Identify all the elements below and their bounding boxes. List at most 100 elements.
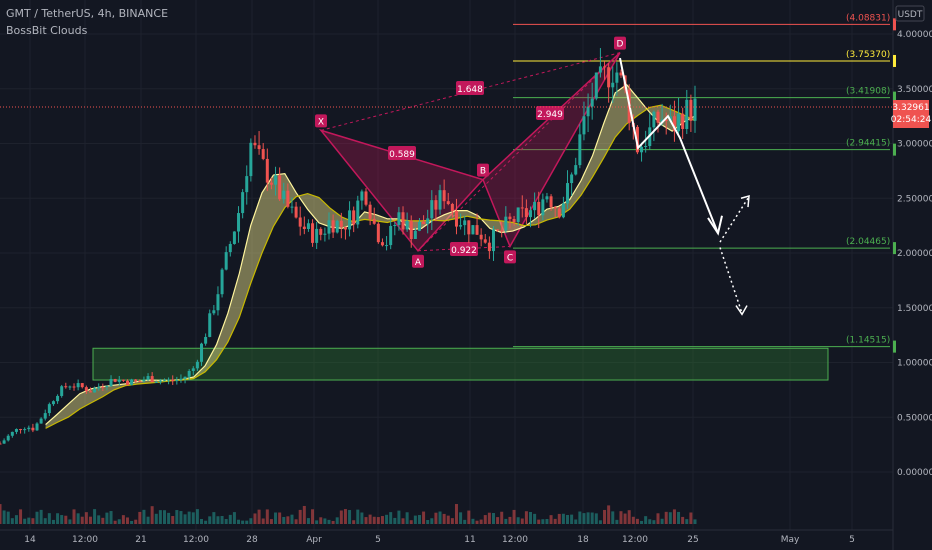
projection-arrowhead-down — [735, 305, 748, 316]
ratio-badge — [536, 106, 564, 120]
candle-body — [422, 221, 426, 224]
candle-body — [533, 201, 537, 211]
candle-body — [368, 204, 372, 219]
candle-body — [101, 386, 105, 388]
candle-body — [27, 427, 31, 430]
volume-bar — [109, 511, 113, 524]
price-tick-label: 0.00000 — [897, 468, 932, 478]
time-axis[interactable]: 14 12:00 21 12:00 28 Apr 5 11 12:00 18 12:00 25 May 5 — [24, 535, 855, 545]
price-tick-label: 2.50000 — [897, 194, 932, 204]
volume-bar — [652, 520, 656, 524]
candle-body — [380, 242, 384, 246]
time-tick-label: Apr — [306, 535, 322, 545]
ratio-label: 0.922 — [451, 246, 477, 256]
volume-bar — [467, 510, 471, 524]
volume-bar — [265, 509, 269, 524]
candle-body — [570, 174, 574, 184]
candle-body — [31, 427, 35, 431]
symbol-title[interactable]: GMT / TetherUS, 4h, BINANCE — [6, 7, 169, 20]
candle-body — [483, 239, 487, 243]
candles — [0, 48, 697, 445]
volume-bar — [594, 513, 598, 524]
candle-body — [158, 380, 162, 382]
candle-body — [446, 201, 450, 204]
volume-bar — [237, 519, 241, 524]
candle-body — [524, 208, 528, 218]
candle-body — [10, 431, 14, 436]
volume-bar — [158, 510, 162, 524]
candle-body — [97, 386, 101, 389]
volume-bar — [212, 512, 216, 524]
candle-body — [450, 203, 454, 211]
candle-body — [352, 210, 356, 225]
volume-bar — [463, 519, 467, 524]
candle-body — [241, 192, 245, 214]
volume-bar — [582, 513, 586, 524]
candle-body — [228, 243, 232, 253]
candle-body — [442, 190, 446, 202]
volume-bar — [348, 510, 352, 524]
candle-body — [39, 418, 43, 424]
volume-bar — [47, 513, 51, 524]
volume-bar — [208, 516, 212, 524]
volume-bar — [393, 517, 397, 524]
candle-body — [125, 380, 129, 385]
candle-body — [183, 376, 187, 379]
fib-axis-marker — [893, 143, 896, 156]
indicator-name[interactable]: BossBit Clouds — [6, 24, 88, 37]
candle-body — [216, 294, 220, 311]
projection-dotted-down — [719, 247, 743, 314]
candle-body — [512, 218, 516, 222]
time-tick-label: 28 — [246, 535, 258, 545]
candle-body — [348, 210, 352, 230]
currency-badge[interactable]: USDT — [895, 5, 925, 22]
candle-body — [467, 220, 471, 235]
volume-bar — [10, 518, 14, 524]
time-tick-label: 11 — [464, 535, 475, 545]
volume-bar — [541, 519, 545, 524]
candle-body — [274, 175, 278, 185]
candle-body — [393, 224, 397, 226]
volume-bar — [672, 509, 676, 524]
volume-bar — [627, 510, 631, 524]
candle-body — [195, 361, 199, 369]
candle-body — [134, 379, 138, 382]
projection-dotted-up — [719, 197, 749, 243]
volume-bar — [64, 515, 68, 524]
candle-body — [76, 383, 80, 388]
volume-bar — [319, 517, 323, 524]
fib-axis-marker — [893, 340, 896, 353]
ratio-label: 0.589 — [389, 150, 415, 160]
candle-body — [426, 218, 430, 224]
volume-bar — [241, 520, 245, 524]
volume-bar — [97, 515, 101, 524]
demand-zone — [92, 347, 829, 381]
candle-body — [60, 386, 64, 396]
volume-bars — [0, 504, 697, 524]
volume-bar — [88, 516, 92, 524]
fib-label: (3.41908) — [846, 87, 890, 97]
volume-bar — [39, 509, 43, 524]
candle-body — [335, 220, 339, 233]
price-axis[interactable]: 4.00000 3.50000 3.00000 2.50000 2.00000 1.500… — [893, 18, 932, 478]
volume-bar — [442, 513, 446, 524]
candle-body — [566, 183, 570, 204]
candle-body — [68, 386, 72, 388]
volume-bar — [434, 512, 438, 524]
candle-body — [245, 176, 249, 193]
candle-body — [212, 310, 216, 314]
candle-body — [0, 443, 2, 445]
volume-bar — [487, 512, 491, 524]
volume-bar — [327, 519, 331, 524]
volume-bar — [232, 512, 236, 524]
volume-bar — [574, 519, 578, 524]
candle-body — [619, 72, 623, 76]
candle-body — [19, 429, 23, 431]
candle-body — [187, 370, 191, 377]
candle-body — [417, 221, 421, 231]
volume-bar — [500, 511, 504, 524]
candle-body — [413, 230, 417, 240]
volume-bar — [570, 514, 574, 524]
volume-bar — [113, 520, 117, 524]
